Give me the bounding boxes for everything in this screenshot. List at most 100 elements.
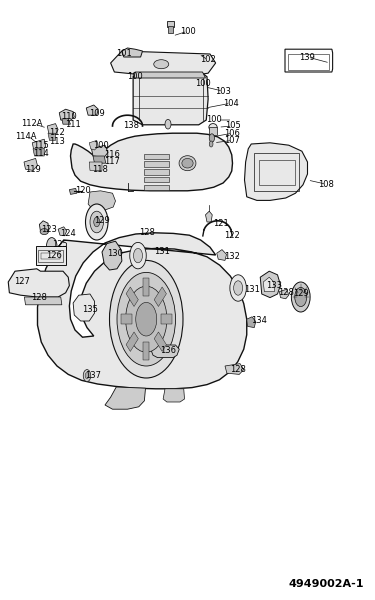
Polygon shape	[62, 119, 70, 124]
Polygon shape	[154, 287, 166, 307]
Circle shape	[126, 286, 167, 352]
Polygon shape	[36, 246, 66, 265]
Text: 110: 110	[62, 112, 77, 121]
Text: 104: 104	[223, 98, 238, 108]
Polygon shape	[89, 140, 98, 150]
Text: 114A: 114A	[15, 131, 37, 140]
Text: 100: 100	[93, 140, 109, 149]
Polygon shape	[89, 162, 102, 170]
Circle shape	[291, 282, 310, 312]
Polygon shape	[144, 169, 169, 175]
Polygon shape	[167, 21, 174, 27]
Text: 115: 115	[33, 140, 49, 149]
Polygon shape	[160, 314, 172, 324]
Polygon shape	[126, 287, 138, 307]
Circle shape	[86, 204, 108, 240]
Text: 120: 120	[75, 186, 91, 195]
Text: 118: 118	[93, 165, 108, 174]
Polygon shape	[86, 105, 98, 115]
Polygon shape	[151, 345, 179, 358]
Polygon shape	[92, 145, 108, 157]
Polygon shape	[58, 227, 67, 236]
Polygon shape	[8, 269, 69, 297]
Text: 103: 103	[215, 87, 231, 95]
Text: 106: 106	[225, 128, 240, 137]
Text: 127: 127	[14, 277, 30, 286]
Text: 130: 130	[108, 249, 123, 258]
Circle shape	[46, 238, 57, 254]
Circle shape	[90, 211, 104, 233]
Polygon shape	[263, 277, 274, 292]
Text: 100: 100	[206, 115, 222, 124]
Text: 108: 108	[318, 180, 334, 188]
Text: 122: 122	[224, 230, 240, 239]
Polygon shape	[209, 127, 217, 135]
Polygon shape	[93, 156, 106, 163]
Polygon shape	[70, 133, 232, 191]
Circle shape	[230, 275, 246, 301]
Text: 123: 123	[41, 224, 57, 233]
Circle shape	[134, 248, 142, 263]
Ellipse shape	[182, 158, 193, 168]
Polygon shape	[133, 73, 208, 125]
Text: 113: 113	[49, 136, 65, 145]
Polygon shape	[24, 297, 62, 305]
Text: 138: 138	[123, 121, 139, 130]
Text: 134: 134	[252, 316, 267, 325]
Text: 112A: 112A	[21, 118, 43, 127]
Text: 102: 102	[200, 55, 216, 64]
Text: 125: 125	[52, 240, 68, 250]
Text: 101: 101	[116, 49, 132, 58]
Polygon shape	[144, 185, 169, 190]
Polygon shape	[33, 149, 44, 156]
Text: 129: 129	[94, 216, 110, 225]
Polygon shape	[206, 211, 212, 222]
Polygon shape	[121, 314, 132, 324]
Polygon shape	[143, 342, 149, 360]
Text: 112: 112	[49, 128, 65, 137]
Polygon shape	[260, 271, 280, 298]
Polygon shape	[88, 191, 116, 210]
Circle shape	[94, 217, 100, 227]
Ellipse shape	[154, 60, 169, 69]
Polygon shape	[102, 241, 122, 270]
Polygon shape	[126, 332, 138, 352]
Ellipse shape	[179, 155, 196, 170]
Polygon shape	[73, 294, 94, 321]
Polygon shape	[247, 317, 256, 328]
Polygon shape	[143, 278, 149, 296]
Text: 131: 131	[244, 284, 260, 293]
Polygon shape	[144, 161, 169, 167]
Text: 131: 131	[154, 247, 170, 257]
Text: 100: 100	[195, 79, 210, 88]
Text: 128: 128	[278, 287, 294, 296]
Polygon shape	[69, 188, 77, 194]
Polygon shape	[111, 51, 216, 76]
Text: 128: 128	[139, 228, 155, 237]
Circle shape	[234, 281, 243, 295]
Circle shape	[209, 134, 214, 142]
Text: 114: 114	[33, 149, 48, 158]
Circle shape	[110, 260, 183, 378]
Text: 133: 133	[266, 281, 282, 290]
Polygon shape	[32, 139, 46, 151]
Text: 136: 136	[160, 346, 176, 355]
Text: 124: 124	[60, 229, 76, 238]
Polygon shape	[38, 233, 247, 389]
Circle shape	[209, 141, 213, 147]
Polygon shape	[48, 133, 56, 140]
Text: 119: 119	[25, 165, 41, 174]
Polygon shape	[244, 143, 308, 200]
Circle shape	[130, 242, 146, 269]
Polygon shape	[59, 109, 74, 121]
Circle shape	[165, 119, 171, 129]
Text: 135: 135	[82, 305, 98, 314]
Circle shape	[83, 370, 91, 382]
Text: 121: 121	[213, 218, 229, 227]
Text: 117: 117	[104, 157, 120, 166]
Text: 100: 100	[180, 26, 195, 36]
Text: 116: 116	[104, 150, 120, 159]
Circle shape	[136, 302, 157, 336]
Ellipse shape	[209, 124, 217, 131]
Text: 4949002A-1: 4949002A-1	[288, 579, 364, 589]
